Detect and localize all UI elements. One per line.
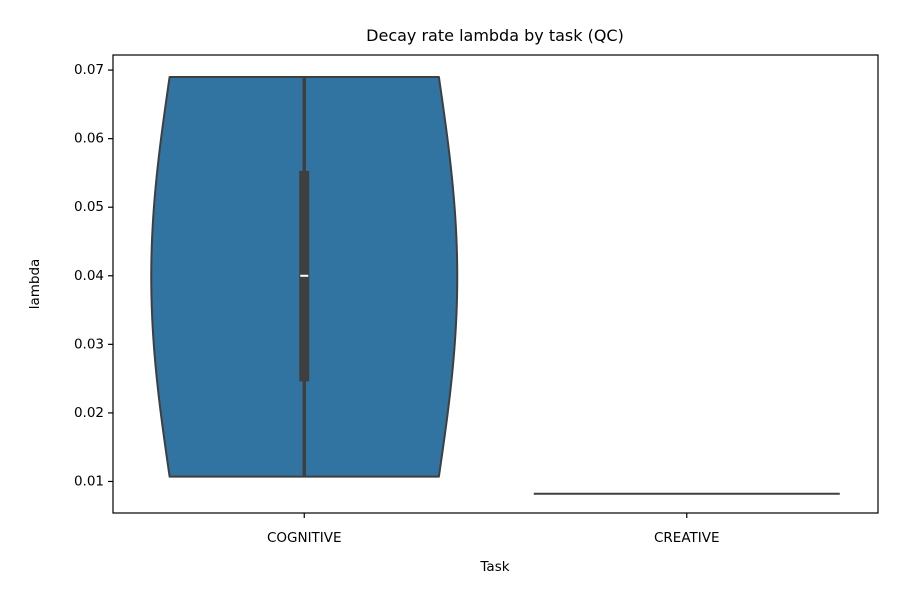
plot-frame: [112, 54, 879, 514]
y-tick-label: 0.06: [74, 131, 104, 147]
y-tick-label: 0.02: [74, 405, 104, 421]
x-tick-label: COGNITIVE: [267, 530, 342, 546]
x-axis-label: Task: [479, 559, 509, 575]
x-axis: COGNITIVE CREATIVE: [267, 513, 720, 546]
y-axis-label: lambda: [27, 259, 43, 310]
violin-cognitive: [150, 75, 459, 478]
y-tick-label: 0.05: [74, 199, 104, 215]
y-tick-label: 0.04: [74, 268, 104, 284]
y-tick-label: 0.03: [74, 336, 104, 352]
y-tick-label: 0.07: [74, 62, 104, 78]
violin-layer: [150, 75, 840, 495]
chart-title: Decay rate lambda by task (QC): [366, 26, 624, 45]
y-tick-label: 0.01: [74, 473, 104, 489]
x-tick-label: CREATIVE: [654, 530, 720, 546]
y-axis: 0.01 0.02 0.03 0.04 0.05 0.06 0.07: [74, 62, 113, 489]
